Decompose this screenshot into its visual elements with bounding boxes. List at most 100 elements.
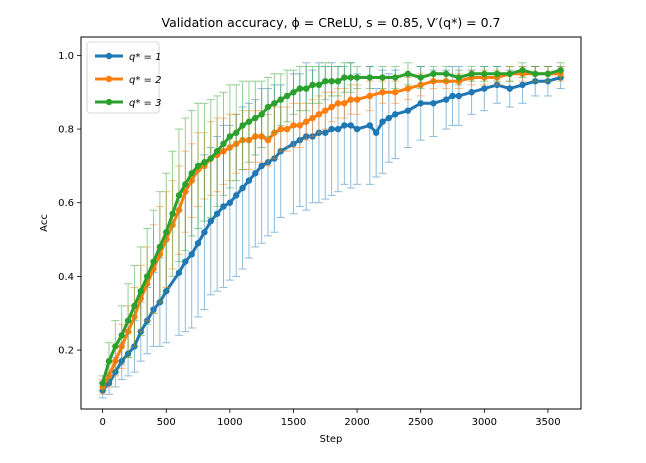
data-point (283, 92, 291, 100)
data-point (417, 74, 424, 81)
data-point (233, 192, 240, 199)
data-point (188, 170, 195, 177)
data-point (220, 140, 227, 148)
data-point (379, 89, 386, 96)
x-tick-label: 500 (157, 417, 176, 428)
y-tick-label: 0.6 (58, 198, 74, 209)
data-point (366, 74, 374, 81)
x-tick-label: 2500 (408, 417, 433, 428)
data-point (322, 107, 329, 114)
y-tick-label: 0.8 (58, 125, 74, 136)
data-point (143, 273, 151, 280)
legend-label: q* = 1 (129, 52, 161, 63)
y-tick-label: 1.0 (58, 51, 74, 62)
data-point (264, 103, 272, 111)
data-point (519, 81, 526, 89)
data-point (455, 92, 463, 100)
data-point (519, 66, 526, 74)
data-point (105, 357, 113, 365)
data-point (201, 229, 208, 236)
y-axis-label: Acc (39, 214, 50, 232)
data-point (455, 74, 463, 81)
x-tick-label: 3500 (535, 417, 560, 428)
data-point (449, 92, 456, 100)
data-point (392, 111, 399, 118)
data-point (328, 77, 335, 85)
data-point (493, 70, 501, 78)
data-point (201, 159, 208, 166)
data-point (277, 125, 284, 133)
legend-label: q* = 3 (129, 98, 161, 109)
data-point (506, 85, 513, 92)
data-point (353, 125, 361, 133)
data-point (264, 136, 272, 144)
data-point (544, 70, 552, 78)
data-point (188, 251, 195, 258)
data-point (347, 96, 354, 103)
data-point (366, 122, 374, 129)
data-point (372, 129, 380, 136)
data-point (322, 129, 329, 136)
data-point (296, 122, 304, 129)
data-point (182, 181, 189, 188)
data-point (258, 111, 265, 118)
data-point (233, 129, 240, 136)
data-point (468, 70, 475, 78)
x-tick-label: 1000 (217, 417, 242, 428)
data-point (150, 258, 157, 265)
data-point (271, 100, 278, 107)
data-point (417, 100, 424, 107)
data-point (379, 118, 386, 125)
data-point (334, 100, 342, 107)
data-point (430, 70, 437, 78)
data-point (404, 70, 412, 78)
data-point (347, 74, 354, 81)
data-point (322, 77, 329, 85)
data-point (277, 96, 284, 103)
legend-swatch-marker (105, 52, 113, 60)
data-point (557, 66, 564, 74)
data-point (347, 122, 354, 129)
data-point (328, 125, 335, 133)
data-point (182, 258, 189, 265)
data-point (220, 203, 227, 210)
data-point (309, 114, 316, 122)
data-point (481, 70, 488, 78)
data-point (194, 240, 202, 247)
data-point (239, 122, 246, 129)
data-point (213, 210, 221, 217)
data-point (366, 92, 374, 100)
legend: q* = 1 q* = 2 q* = 3 (86, 41, 161, 114)
data-point (239, 184, 246, 192)
data-point (112, 343, 119, 350)
data-point (442, 96, 450, 103)
x-tick-label: 1500 (281, 417, 306, 428)
data-point (207, 155, 214, 162)
x-tick-label: 3000 (472, 417, 497, 428)
data-point (124, 317, 132, 324)
data-point (245, 177, 253, 184)
data-point (302, 118, 310, 125)
series-3 (98, 62, 565, 392)
data-point (252, 170, 259, 177)
y-tick-label: 0.4 (58, 272, 74, 283)
data-point (315, 111, 323, 118)
legend-swatch-marker (105, 98, 113, 106)
data-point (245, 118, 253, 125)
data-point (309, 81, 316, 89)
x-tick-label: 0 (99, 417, 105, 428)
data-point (442, 70, 450, 78)
data-point (213, 147, 221, 155)
series-line (101, 76, 562, 392)
plot-frame (80, 36, 582, 410)
data-point (392, 74, 399, 81)
y-tick-label: 0.2 (58, 346, 74, 357)
data-point (137, 287, 144, 295)
data-point (252, 114, 259, 122)
data-point (468, 89, 475, 96)
series-layer (98, 62, 565, 399)
data-point (207, 217, 214, 225)
data-point (353, 96, 361, 103)
data-point (334, 77, 342, 85)
